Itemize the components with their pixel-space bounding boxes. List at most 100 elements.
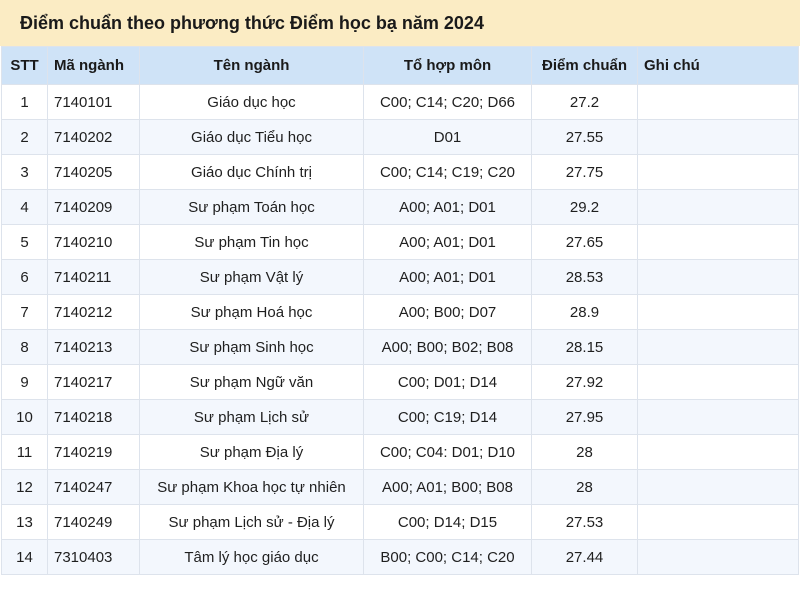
- cell-ma-nganh: 7140209: [47, 189, 140, 225]
- cell-ten-nganh: Sư phạm Khoa học tự nhiên: [139, 469, 364, 505]
- page-title: Điểm chuẩn theo phương thức Điểm học bạ …: [0, 0, 800, 46]
- cell-diem-chuan: 27.55: [531, 119, 638, 155]
- cell-ten-nganh: Sư phạm Lịch sử: [139, 399, 364, 435]
- cell-ma-nganh: 7140219: [47, 434, 140, 470]
- cell-stt: 5: [1, 224, 48, 260]
- cell-stt: 9: [1, 364, 48, 400]
- table-body: 1 7140101 Giáo dục học C00; C14; C20; D66 27…: [1, 84, 799, 575]
- cell-ten-nganh: Giáo dục học: [139, 84, 364, 120]
- cell-ghi-chu: [637, 469, 799, 505]
- cell-to-hop-mon: A00; A01; B00; B08: [363, 469, 532, 505]
- table-row: 11 7140219 Sư phạm Địa lý C00; C04: D01; D1…: [1, 434, 799, 470]
- cell-ghi-chu: [637, 539, 799, 575]
- cell-to-hop-mon: A00; B00; B02; B08: [363, 329, 532, 365]
- table-row: 5 7140210 Sư phạm Tin học A00; A01; D01 27.6…: [1, 224, 799, 260]
- cell-ghi-chu: [637, 434, 799, 470]
- cell-stt: 4: [1, 189, 48, 225]
- table-row: 6 7140211 Sư phạm Vật lý A00; A01; D01 28.53: [1, 259, 799, 295]
- cell-ma-nganh: 7140101: [47, 84, 140, 120]
- cell-diem-chuan: 27.65: [531, 224, 638, 260]
- header-diem-chuan: Điểm chuẩn: [531, 46, 638, 85]
- cell-to-hop-mon: B00; C00; C14; C20: [363, 539, 532, 575]
- table-row: 7 7140212 Sư phạm Hoá học A00; B00; D07 28.9: [1, 294, 799, 330]
- cell-ma-nganh: 7140213: [47, 329, 140, 365]
- cell-diem-chuan: 28: [531, 469, 638, 505]
- cell-to-hop-mon: C00; C14; C19; C20: [363, 154, 532, 190]
- cell-stt: 11: [1, 434, 48, 470]
- table-row: 13 7140249 Sư phạm Lịch sử - Địa lý C00; D1…: [1, 504, 799, 540]
- cell-ten-nganh: Tâm lý học giáo dục: [139, 539, 364, 575]
- cell-stt: 10: [1, 399, 48, 435]
- cell-stt: 8: [1, 329, 48, 365]
- cell-ma-nganh: 7140212: [47, 294, 140, 330]
- header-to-hop-mon: Tổ hợp môn: [363, 46, 532, 85]
- table-row: 2 7140202 Giáo dục Tiểu học D01 27.55: [1, 119, 799, 155]
- cell-stt: 13: [1, 504, 48, 540]
- cell-ten-nganh: Sư phạm Sinh học: [139, 329, 364, 365]
- cell-to-hop-mon: D01: [363, 119, 532, 155]
- cell-ten-nganh: Giáo dục Chính trị: [139, 154, 364, 190]
- table-row: 14 7310403 Tâm lý học giáo dục B00; C00; C1…: [1, 539, 799, 575]
- cell-diem-chuan: 28.9: [531, 294, 638, 330]
- cell-ten-nganh: Sư phạm Địa lý: [139, 434, 364, 470]
- table-row: 12 7140247 Sư phạm Khoa học tự nhiên A00; A…: [1, 469, 799, 505]
- cell-ma-nganh: 7310403: [47, 539, 140, 575]
- cell-ghi-chu: [637, 189, 799, 225]
- cell-ma-nganh: 7140249: [47, 504, 140, 540]
- cell-ten-nganh: Sư phạm Toán học: [139, 189, 364, 225]
- cell-stt: 12: [1, 469, 48, 505]
- cell-to-hop-mon: C00; C14; C20; D66: [363, 84, 532, 120]
- cell-stt: 7: [1, 294, 48, 330]
- cell-stt: 1: [1, 84, 48, 120]
- cell-ghi-chu: [637, 119, 799, 155]
- cell-ten-nganh: Giáo dục Tiểu học: [139, 119, 364, 155]
- cell-to-hop-mon: C00; D14; D15: [363, 504, 532, 540]
- table-header-row: STT Mã ngành Tên ngành Tổ hợp môn Điểm c…: [1, 46, 799, 85]
- cell-ten-nganh: Sư phạm Hoá học: [139, 294, 364, 330]
- cell-ma-nganh: 7140202: [47, 119, 140, 155]
- cell-to-hop-mon: A00; A01; D01: [363, 224, 532, 260]
- cell-stt: 2: [1, 119, 48, 155]
- cell-ghi-chu: [637, 84, 799, 120]
- table-row: 8 7140213 Sư phạm Sinh học A00; B00; B02; B…: [1, 329, 799, 365]
- cell-ten-nganh: Sư phạm Tin học: [139, 224, 364, 260]
- cell-to-hop-mon: C00; D01; D14: [363, 364, 532, 400]
- cell-ghi-chu: [637, 154, 799, 190]
- cell-diem-chuan: 27.2: [531, 84, 638, 120]
- cell-diem-chuan: 27.95: [531, 399, 638, 435]
- cell-diem-chuan: 29.2: [531, 189, 638, 225]
- cell-ghi-chu: [637, 294, 799, 330]
- cell-to-hop-mon: A00; B00; D07: [363, 294, 532, 330]
- cell-stt: 3: [1, 154, 48, 190]
- table-row: 9 7140217 Sư phạm Ngữ văn C00; D01; D14 27.9…: [1, 364, 799, 400]
- cell-ma-nganh: 7140247: [47, 469, 140, 505]
- cell-ghi-chu: [637, 364, 799, 400]
- cell-ma-nganh: 7140211: [47, 259, 140, 295]
- header-ghi-chu: Ghi chú: [637, 46, 799, 85]
- score-table: STT Mã ngành Tên ngành Tổ hợp môn Điểm c…: [1, 46, 799, 575]
- cell-stt: 14: [1, 539, 48, 575]
- table-row: 3 7140205 Giáo dục Chính trị C00; C14; C19;…: [1, 154, 799, 190]
- cell-ghi-chu: [637, 224, 799, 260]
- table-row: 4 7140209 Sư phạm Toán học A00; A01; D01 29.…: [1, 189, 799, 225]
- cell-ten-nganh: Sư phạm Ngữ văn: [139, 364, 364, 400]
- table-row: 10 7140218 Sư phạm Lịch sử C00; C19; D14 27.…: [1, 399, 799, 435]
- cell-stt: 6: [1, 259, 48, 295]
- cell-ten-nganh: Sư phạm Vật lý: [139, 259, 364, 295]
- header-ma-nganh: Mã ngành: [47, 46, 140, 85]
- header-ten-nganh: Tên ngành: [139, 46, 364, 85]
- cell-diem-chuan: 27.53: [531, 504, 638, 540]
- cell-diem-chuan: 27.75: [531, 154, 638, 190]
- table-row: 1 7140101 Giáo dục học C00; C14; C20; D66 27…: [1, 84, 799, 120]
- cell-ghi-chu: [637, 399, 799, 435]
- cell-ghi-chu: [637, 504, 799, 540]
- cell-to-hop-mon: C00; C04: D01; D10: [363, 434, 532, 470]
- cell-diem-chuan: 28.15: [531, 329, 638, 365]
- cell-ma-nganh: 7140210: [47, 224, 140, 260]
- cell-ghi-chu: [637, 259, 799, 295]
- cell-diem-chuan: 27.44: [531, 539, 638, 575]
- cell-to-hop-mon: A00; A01; D01: [363, 189, 532, 225]
- cell-to-hop-mon: A00; A01; D01: [363, 259, 532, 295]
- cell-diem-chuan: 27.92: [531, 364, 638, 400]
- cell-diem-chuan: 28.53: [531, 259, 638, 295]
